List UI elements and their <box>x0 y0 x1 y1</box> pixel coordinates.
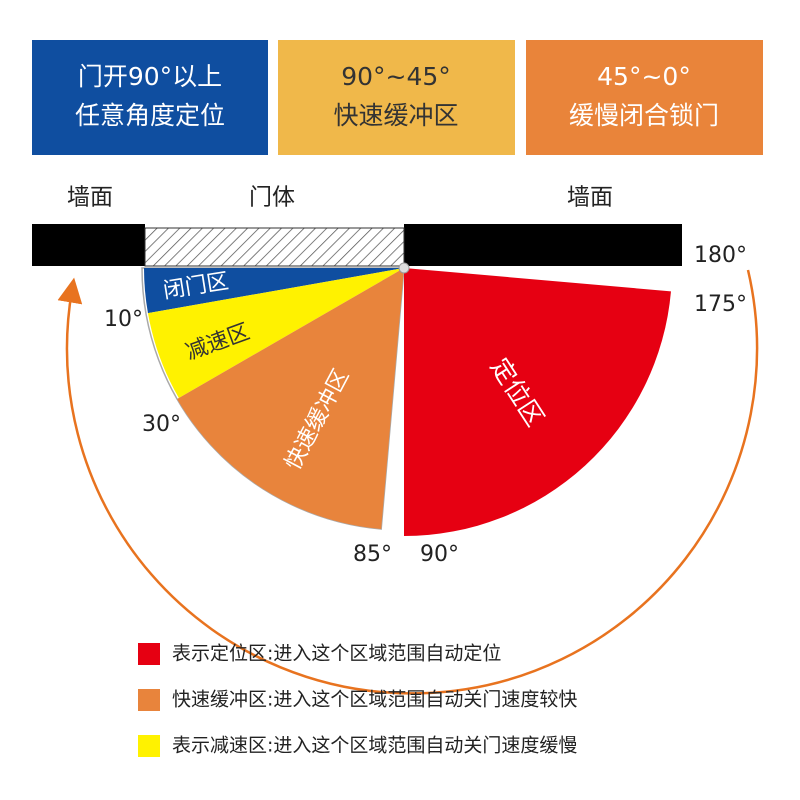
zone-sector <box>404 268 671 536</box>
box-blue <box>32 40 268 155</box>
angle-label: 30° <box>142 412 181 437</box>
legend-swatch <box>138 643 160 665</box>
wall <box>404 224 682 266</box>
hinge <box>398 262 410 274</box>
box-yellow <box>278 40 515 155</box>
box-text: 90°~45° <box>341 62 451 91</box>
zone-sector <box>177 268 404 530</box>
box-text: 门开90°以上 <box>78 62 222 91</box>
legend-swatch <box>138 689 160 711</box>
legend: 表示定位区:进入这个区域范围自动定位快速缓冲区:进入这个区域范围自动关门速度较快… <box>138 643 577 757</box>
angle-label: 10° <box>104 307 143 332</box>
angle-label: 175° <box>694 292 747 317</box>
box-text: 快速缓冲区 <box>333 101 458 130</box>
wall-label: 墙面 <box>567 185 613 211</box>
legend-swatch <box>138 735 160 757</box>
door-body <box>144 227 405 267</box>
angle-label: 180° <box>694 243 747 268</box>
angle-label: 85° <box>353 542 392 567</box>
legend-text: 表示定位区:进入这个区域范围自动定位 <box>172 643 501 665</box>
legend-text: 快速缓冲区:进入这个区域范围自动关门速度较快 <box>172 689 577 711</box>
zone-sector <box>144 268 404 314</box>
rotation-arrow <box>57 269 759 695</box>
sectors <box>141 267 671 536</box>
zone-sector <box>147 268 404 398</box>
box-orange <box>526 40 763 155</box>
angle-label: 90° <box>420 542 459 567</box>
wall <box>32 224 145 266</box>
box-text: 任意角度定位 <box>75 101 225 130</box>
wall-label: 墙面 <box>67 185 113 211</box>
box-text: 45°~0° <box>597 62 691 91</box>
legend-text: 表示减速区:进入这个区域范围自动关门速度缓慢 <box>172 735 577 757</box>
box-text: 缓慢闭合锁门 <box>569 101 719 130</box>
door-label: 门体 <box>249 185 295 211</box>
